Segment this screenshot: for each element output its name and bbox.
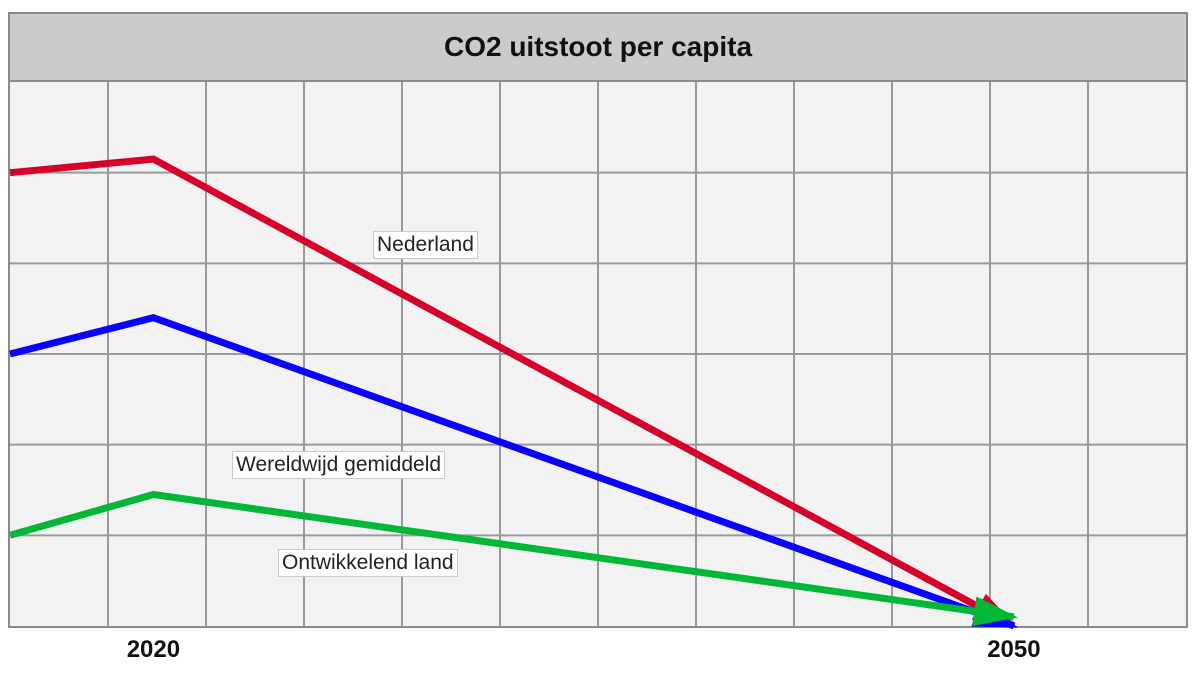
x-tick-label: 2050 (987, 636, 1041, 663)
series-label-wereldwijd: Wereldwijd gemiddeld (232, 451, 446, 479)
series-line-0 (9, 155, 1018, 630)
series-label-ontwikkelend: Ontwikkelend land (278, 549, 458, 577)
series-layer (9, 155, 1018, 630)
series-line-2 (9, 490, 1018, 627)
series-label-nederland: Nederland (373, 231, 478, 259)
grid (10, 82, 1186, 626)
chart-title: CO2 uitstoot per capita (443, 31, 753, 62)
x-tick-label: 2020 (126, 636, 181, 663)
series-line-1 (9, 314, 1018, 630)
chart-title-bar: CO2 uitstoot per capita (10, 14, 1186, 82)
